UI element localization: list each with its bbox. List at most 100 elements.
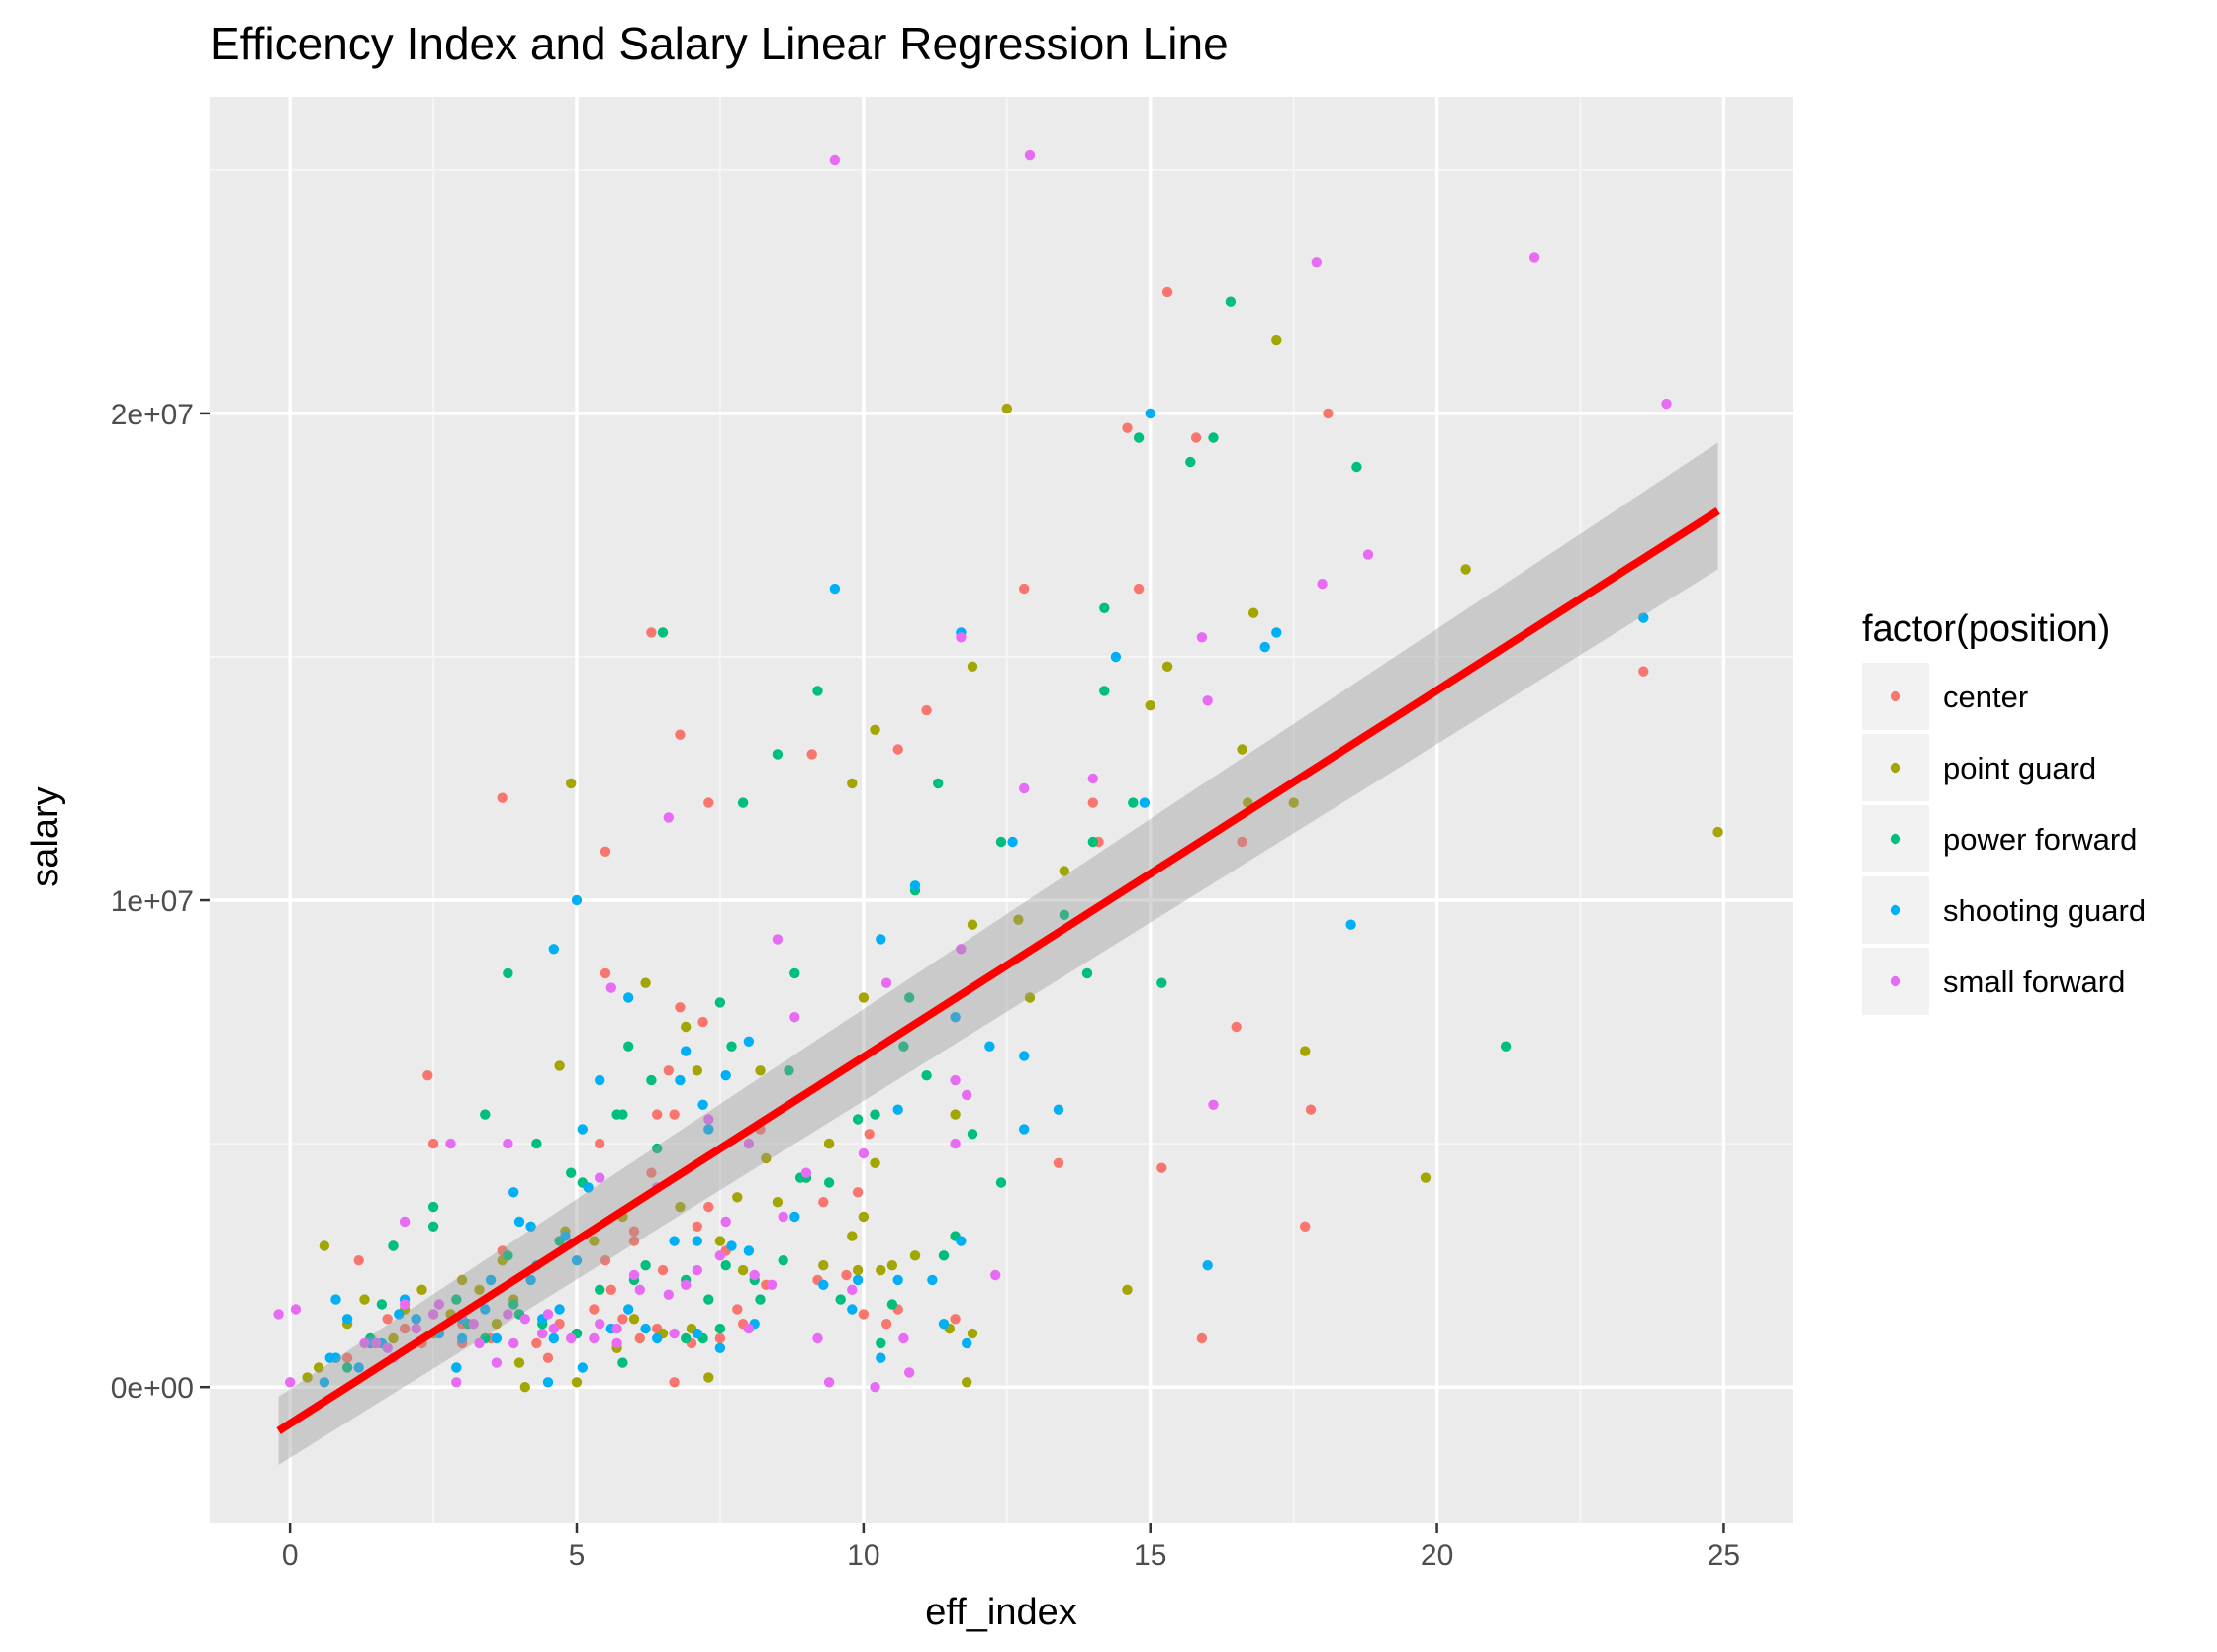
data-point xyxy=(542,1352,554,1363)
data-point xyxy=(468,1319,479,1330)
data-point xyxy=(864,1129,875,1140)
data-point xyxy=(1019,1124,1030,1135)
data-point xyxy=(950,1314,961,1325)
data-point xyxy=(818,1197,829,1208)
data-point xyxy=(737,797,749,808)
data-point xyxy=(537,1328,548,1339)
data-point xyxy=(571,1255,583,1266)
data-point xyxy=(302,1372,313,1383)
data-point xyxy=(445,1138,456,1149)
data-point xyxy=(847,1231,858,1241)
data-point xyxy=(1133,432,1145,443)
data-point xyxy=(376,1299,388,1310)
data-point xyxy=(1019,583,1030,595)
data-point xyxy=(675,1201,686,1213)
data-point xyxy=(319,1377,330,1388)
data-point xyxy=(818,1260,829,1271)
data-point xyxy=(669,1377,680,1388)
data-point xyxy=(411,1323,421,1334)
data-point xyxy=(870,1382,880,1393)
x-axis-title: eff_index xyxy=(925,1592,1077,1633)
x-tick-label: 0 xyxy=(282,1539,299,1572)
data-point xyxy=(967,661,978,672)
data-point xyxy=(743,1036,755,1048)
data-point xyxy=(399,1323,411,1334)
data-point xyxy=(542,1377,554,1388)
y-tick-label: 2e+07 xyxy=(111,399,194,431)
data-point xyxy=(950,1138,961,1149)
data-point xyxy=(823,1138,835,1149)
data-point xyxy=(663,1065,674,1076)
data-point xyxy=(852,1274,864,1286)
data-point xyxy=(681,1279,692,1291)
data-point xyxy=(990,1269,1001,1281)
data-point xyxy=(1013,914,1024,925)
data-point xyxy=(675,729,686,740)
data-point xyxy=(519,1314,530,1325)
legend-key-dot xyxy=(1890,975,1901,987)
data-point xyxy=(640,1260,651,1271)
data-point xyxy=(513,1357,525,1368)
data-point xyxy=(1237,744,1247,755)
data-point xyxy=(703,1372,714,1383)
data-point xyxy=(341,1362,353,1373)
data-point xyxy=(657,1264,669,1276)
data-point xyxy=(1288,797,1299,808)
data-point xyxy=(755,1294,766,1305)
data-point xyxy=(1161,286,1173,298)
data-point xyxy=(1259,641,1270,653)
data-point xyxy=(554,1060,565,1071)
data-point xyxy=(1351,461,1362,473)
data-point xyxy=(1110,651,1122,663)
data-point xyxy=(812,1332,823,1344)
data-point xyxy=(663,812,674,823)
data-point xyxy=(422,1070,433,1081)
data-point xyxy=(595,1172,605,1183)
legend-key-dot xyxy=(1890,833,1901,845)
data-point xyxy=(703,1114,714,1125)
data-point xyxy=(1225,296,1237,307)
data-point xyxy=(290,1304,302,1315)
data-point xyxy=(1122,1284,1133,1296)
data-point xyxy=(927,1274,938,1286)
data-point xyxy=(1024,992,1036,1003)
data-point xyxy=(1202,695,1213,706)
data-point xyxy=(1145,700,1155,711)
legend-key-dot xyxy=(1890,690,1901,702)
data-point xyxy=(847,1284,858,1296)
data-point xyxy=(714,1236,726,1246)
data-point xyxy=(646,1074,657,1086)
data-point xyxy=(892,744,903,755)
data-point xyxy=(1128,797,1139,808)
data-point xyxy=(285,1377,296,1388)
data-point xyxy=(508,1299,519,1310)
data-point xyxy=(714,997,726,1008)
data-point xyxy=(508,1337,519,1349)
y-tick-label: 1e+07 xyxy=(111,885,194,918)
data-point xyxy=(669,1236,680,1246)
data-point xyxy=(611,1109,622,1120)
x-tick-label: 5 xyxy=(569,1539,586,1572)
data-point xyxy=(353,1362,364,1373)
data-point xyxy=(605,982,616,993)
data-point xyxy=(577,1124,588,1135)
data-point xyxy=(319,1240,330,1251)
data-point xyxy=(571,1377,583,1388)
data-point xyxy=(933,778,944,789)
data-point xyxy=(589,1332,600,1344)
data-point xyxy=(491,1357,503,1368)
data-point xyxy=(870,1109,880,1120)
data-point xyxy=(652,1332,663,1344)
data-point xyxy=(950,1011,961,1023)
data-point xyxy=(847,778,858,789)
data-point xyxy=(962,1337,972,1349)
data-point xyxy=(692,1328,702,1339)
data-point xyxy=(703,1294,714,1305)
data-point xyxy=(858,1147,870,1159)
data-point xyxy=(892,1274,903,1286)
data-point xyxy=(548,1323,559,1334)
data-point xyxy=(995,1177,1007,1188)
data-point xyxy=(1059,866,1070,876)
data-point xyxy=(938,1250,950,1261)
